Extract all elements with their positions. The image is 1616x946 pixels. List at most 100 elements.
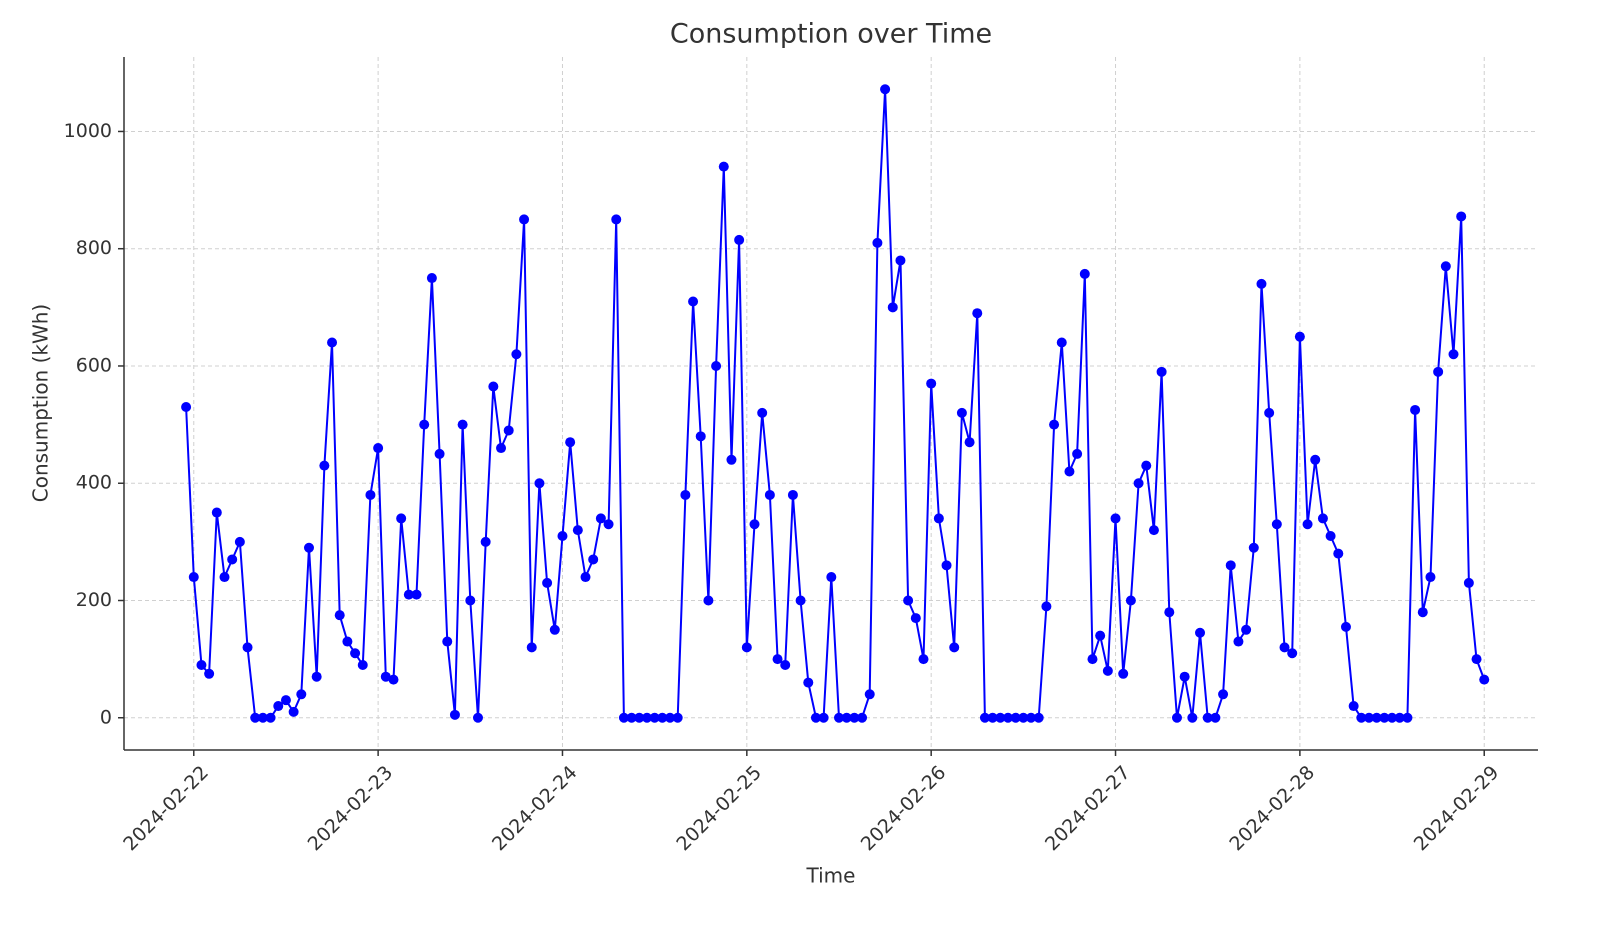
data-point [1294, 331, 1305, 342]
data-point [1195, 627, 1206, 638]
data-point [1279, 642, 1290, 653]
data-point [972, 308, 983, 319]
data-point [227, 554, 238, 565]
data-point [319, 460, 330, 471]
data-point [695, 431, 706, 442]
data-point [557, 531, 568, 542]
data-point [734, 234, 745, 245]
data-point [595, 513, 606, 524]
data-point [565, 437, 576, 448]
data-point [542, 577, 553, 588]
data-point [426, 273, 437, 284]
data-point [181, 402, 192, 413]
data-point [1417, 607, 1428, 618]
data-point [457, 419, 468, 430]
data-point [810, 712, 821, 723]
data-point [1156, 366, 1167, 377]
data-point [1256, 278, 1267, 289]
y-tick-label: 800 [76, 237, 112, 259]
data-point [1463, 577, 1474, 588]
data-point [496, 443, 507, 454]
data-point [265, 712, 276, 723]
data-point [618, 712, 629, 723]
data-point [1210, 712, 1221, 723]
data-point [764, 489, 775, 500]
data-point [411, 589, 422, 600]
data-point [196, 659, 207, 670]
data-point [188, 572, 199, 583]
data-point [711, 360, 722, 371]
data-point [834, 712, 845, 723]
data-point [1333, 548, 1344, 559]
data-point [549, 624, 560, 635]
data-point [895, 255, 906, 266]
data-point [1064, 466, 1075, 477]
data-point [1110, 513, 1121, 524]
data-point [987, 712, 998, 723]
data-point [242, 642, 253, 653]
data-point [250, 712, 261, 723]
data-point [288, 706, 299, 717]
data-point [1026, 712, 1037, 723]
data-point [1002, 712, 1013, 723]
data-point [296, 689, 307, 700]
data-point [357, 659, 368, 670]
data-point [741, 642, 752, 653]
data-line [185, 88, 1486, 719]
data-point [1095, 630, 1106, 641]
data-point [626, 712, 637, 723]
data-point [442, 636, 453, 647]
data-point [534, 478, 545, 489]
data-point [795, 595, 806, 606]
y-tick-label: 1000 [64, 120, 112, 142]
data-point [1340, 621, 1351, 632]
data-point [472, 712, 483, 723]
data-point [772, 654, 783, 665]
data-point [1402, 712, 1413, 723]
data-point [303, 542, 314, 553]
data-point [350, 648, 361, 659]
data-point [1049, 419, 1060, 430]
data-point [1202, 712, 1213, 723]
data-point [1302, 519, 1313, 530]
data-point [688, 296, 699, 307]
data-point [641, 712, 652, 723]
data-point [857, 712, 868, 723]
data-point [887, 302, 898, 313]
data-point [841, 712, 852, 723]
data-point [1394, 712, 1405, 723]
data-point [419, 419, 430, 430]
data-point [1041, 601, 1052, 612]
data-point [1287, 648, 1298, 659]
data-point [327, 337, 338, 348]
data-point [603, 519, 614, 530]
data-point [219, 572, 230, 583]
data-point [434, 448, 445, 459]
data-point [572, 525, 583, 536]
data-point [964, 437, 975, 448]
data-point [918, 654, 929, 665]
data-point [1125, 595, 1136, 606]
data-point [649, 712, 660, 723]
x-axis-label: Time [806, 864, 856, 888]
data-point [1448, 349, 1459, 360]
data-point [1102, 665, 1113, 676]
data-point [949, 642, 960, 653]
data-point [403, 589, 414, 600]
data-point [1248, 542, 1259, 553]
data-point [334, 610, 345, 621]
data-point [1471, 654, 1482, 665]
data-point [511, 349, 522, 360]
data-point [480, 536, 491, 547]
data-point [1233, 636, 1244, 647]
data-point [979, 712, 990, 723]
data-point [580, 572, 591, 583]
data-point [1187, 712, 1198, 723]
data-point [1010, 712, 1021, 723]
data-point [519, 214, 530, 225]
y-tick-label: 200 [76, 589, 112, 611]
data-point [726, 454, 737, 465]
data-point [780, 659, 791, 670]
